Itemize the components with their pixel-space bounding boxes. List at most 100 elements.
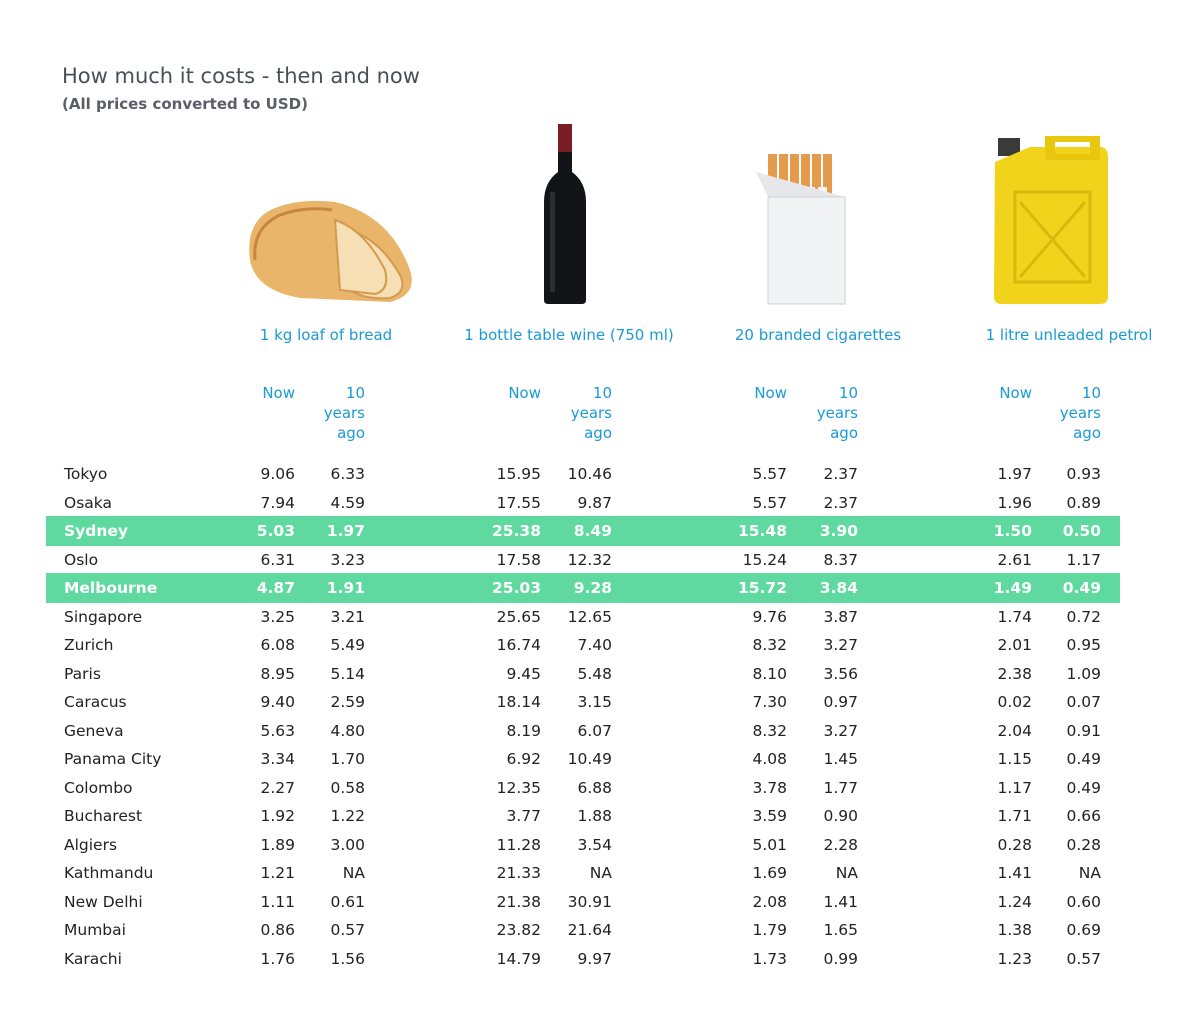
- price: 6.33: [330, 465, 365, 483]
- price: 15.48: [737, 522, 787, 540]
- price: 6.92: [506, 750, 541, 768]
- price: 8.32: [752, 721, 787, 740]
- city: Melbourne: [64, 579, 158, 597]
- city: Kathmandu: [64, 864, 154, 882]
- price: 16.74: [496, 636, 541, 654]
- city: Colombo: [64, 778, 133, 797]
- price: 0.28: [997, 835, 1032, 854]
- cigarettes-image: [756, 154, 846, 305]
- price: 9.40: [260, 693, 295, 711]
- price: 1.41: [997, 864, 1032, 882]
- price: 1.41: [823, 892, 858, 911]
- city: Osaka: [64, 493, 112, 512]
- price: 1.49: [993, 579, 1032, 597]
- price: 0.28: [1066, 835, 1101, 854]
- price: 0.02: [997, 693, 1032, 711]
- price: 5.63: [260, 721, 295, 740]
- price: 3.87: [823, 607, 858, 626]
- price: 5.01: [752, 835, 787, 854]
- price: 0.49: [1066, 750, 1101, 768]
- bread-image: [249, 200, 412, 302]
- price: 1.77: [823, 778, 858, 797]
- city: Karachi: [64, 949, 122, 968]
- price: 0.61: [330, 892, 365, 911]
- price: 1.97: [326, 522, 365, 540]
- price: 0.66: [1066, 807, 1101, 825]
- price: 3.23: [330, 550, 365, 569]
- price: NA: [1078, 864, 1101, 882]
- price: 25.03: [491, 579, 541, 597]
- price: 10.49: [567, 750, 612, 768]
- price: 1.88: [577, 807, 612, 825]
- price: 1.74: [997, 607, 1032, 626]
- price: 3.15: [577, 693, 612, 711]
- price: 1.45: [823, 750, 858, 768]
- ago-header: 10 years ago: [1059, 384, 1101, 442]
- price: 2.38: [997, 664, 1032, 683]
- price: 0.95: [1066, 636, 1101, 654]
- price: 6.88: [577, 778, 612, 797]
- price: 0.86: [260, 921, 295, 939]
- price: 1.50: [993, 522, 1032, 540]
- price: 1.56: [330, 949, 365, 968]
- price: 9.45: [506, 664, 541, 683]
- wine-image: [544, 124, 586, 304]
- highlight-band: [46, 573, 1120, 603]
- subtitle: (All prices converted to USD): [62, 95, 308, 113]
- price: 3.27: [823, 636, 858, 654]
- now-header: Now: [508, 384, 541, 402]
- petrol-can-image: [994, 136, 1108, 304]
- city: Mumbai: [64, 921, 126, 939]
- price: 21.38: [496, 892, 541, 911]
- price: 12.35: [496, 778, 541, 797]
- ago-header: 10 years ago: [816, 384, 858, 442]
- price: 2.04: [997, 721, 1032, 740]
- city: Singapore: [64, 607, 143, 626]
- column-label: 1 kg loaf of bread: [259, 326, 393, 344]
- price: 21.33: [496, 864, 541, 882]
- price: 15.24: [742, 550, 787, 569]
- price: 3.77: [506, 807, 541, 825]
- ago-header: 10 years ago: [570, 384, 612, 442]
- price: 2.37: [823, 465, 858, 483]
- price: 0.91: [1066, 721, 1101, 740]
- price: 0.93: [1066, 465, 1101, 483]
- price: 15.95: [496, 465, 541, 483]
- price: 1.92: [260, 807, 295, 825]
- price: 1.15: [997, 750, 1032, 768]
- price: 9.76: [752, 607, 787, 626]
- price: 0.90: [823, 807, 858, 825]
- price: 3.54: [577, 835, 612, 854]
- price: 1.71: [997, 807, 1032, 825]
- price: 1.11: [260, 892, 295, 911]
- price: 2.59: [330, 693, 365, 711]
- price: 6.07: [577, 721, 612, 740]
- column-label: 1 bottle table wine (750 ml): [464, 326, 674, 344]
- price: 12.32: [567, 550, 612, 569]
- price: 9.06: [260, 465, 295, 483]
- price: 0.99: [823, 949, 858, 968]
- price: 18.14: [496, 693, 541, 711]
- price: 3.78: [752, 778, 787, 797]
- city: New Delhi: [64, 892, 143, 911]
- price: 1.23: [997, 949, 1032, 968]
- price: 8.37: [823, 550, 858, 569]
- price: NA: [835, 864, 858, 882]
- price: 9.87: [577, 493, 612, 512]
- price: 5.57: [752, 465, 787, 483]
- city: Zurich: [64, 636, 114, 654]
- price: 25.38: [491, 522, 541, 540]
- ago-header: 10 years ago: [323, 384, 365, 442]
- city: Panama City: [64, 750, 162, 768]
- price: 1.79: [752, 921, 787, 939]
- price: 17.55: [496, 493, 541, 512]
- price: 8.32: [752, 636, 787, 654]
- column-label: 1 litre unleaded petrol: [985, 326, 1153, 344]
- price: 2.61: [997, 550, 1032, 569]
- price: 4.87: [256, 579, 295, 597]
- price: NA: [342, 864, 365, 882]
- city: Algiers: [64, 835, 118, 854]
- price: 0.60: [1066, 892, 1101, 911]
- price: 8.49: [573, 522, 612, 540]
